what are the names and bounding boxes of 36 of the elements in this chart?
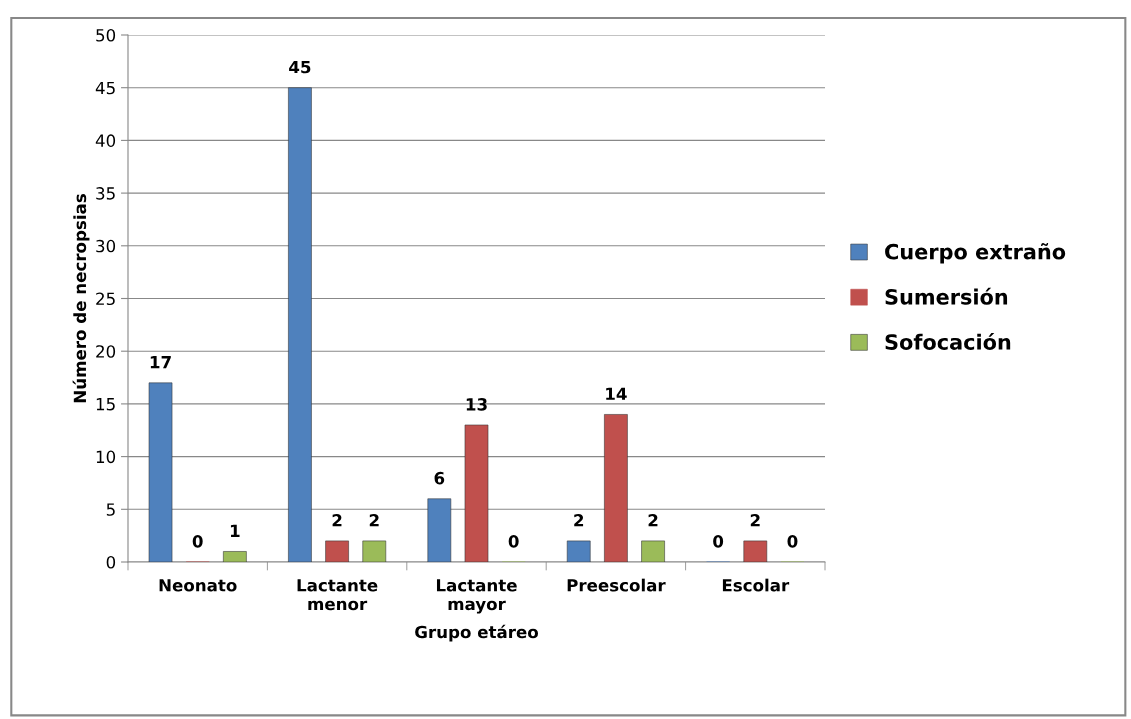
- data-label: 17: [150, 356, 171, 369]
- data-label: 14: [606, 387, 627, 400]
- data-label: 45: [289, 60, 311, 74]
- data-label: 1: [230, 524, 240, 537]
- y-tick-label: 10: [96, 450, 116, 464]
- y-tick-label: 25: [96, 292, 115, 306]
- x-tick-label: Neonato: [159, 579, 237, 592]
- y-tick-label: 20: [96, 345, 116, 358]
- data-label: 0: [508, 535, 519, 548]
- data-label: 6: [434, 471, 445, 485]
- x-tick-label: Escolar: [722, 578, 790, 592]
- y-tick-label: 35: [96, 187, 115, 200]
- data-label: 0: [192, 535, 203, 548]
- y-axis-title: Número de necropsias: [72, 194, 90, 403]
- data-label: 2: [648, 513, 658, 527]
- y-tick-label: 15: [96, 398, 115, 411]
- x-tick-label: Preescolar: [567, 578, 666, 592]
- y-tick-label: 0: [106, 555, 116, 569]
- x-axis-title: Grupo etáreo: [415, 624, 538, 642]
- data-label: 2: [750, 513, 760, 527]
- data-label: 2: [332, 513, 342, 527]
- legend-label: Sofocación: [885, 332, 1011, 350]
- legend-label: Cuerpo extraño: [885, 243, 1066, 264]
- legend-label: Sumersión: [885, 287, 1008, 305]
- y-tick-label: 40: [95, 134, 116, 147]
- x-tick-label: Lactante menor: [297, 579, 378, 611]
- y-tick-label: 50: [96, 28, 116, 42]
- y-tick-label: 30: [96, 239, 116, 253]
- data-label: 13: [466, 398, 487, 411]
- data-label: 0: [713, 535, 724, 548]
- y-tick-label: 5: [106, 503, 115, 516]
- x-tick-label: Lactante mayor: [436, 579, 517, 614]
- data-label: 2: [369, 513, 379, 527]
- data-label: 2: [574, 513, 584, 527]
- data-label: 0: [787, 535, 798, 548]
- y-tick-label: 45: [95, 81, 115, 95]
